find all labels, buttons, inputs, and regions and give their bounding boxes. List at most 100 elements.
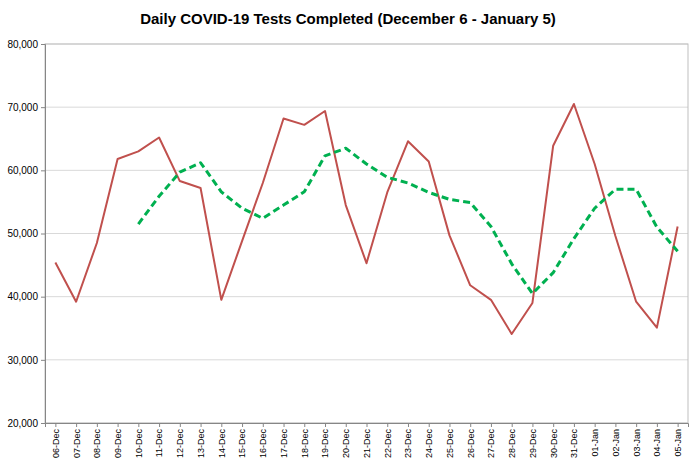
y-tick: 80,000	[7, 39, 45, 50]
x-tick: 08-Dec	[92, 423, 102, 458]
x-tick: 18-Dec	[300, 423, 310, 458]
x-tick-label: 15-Dec	[237, 429, 247, 459]
x-tick-mark	[221, 423, 222, 427]
x-tick-mark	[532, 423, 533, 427]
x-tick-mark	[367, 423, 368, 427]
x-tick: 19-Dec	[320, 423, 330, 458]
x-tick-label: 20-Dec	[341, 429, 351, 459]
x-tick-mark	[449, 423, 450, 427]
x-tick-mark	[636, 423, 637, 427]
title: Daily COVID-19 Tests Completed (December…	[140, 10, 556, 27]
x-tick: 20-Dec	[341, 423, 351, 458]
x-tick: 07-Dec	[71, 423, 81, 458]
x-tick-mark	[242, 423, 243, 427]
x-tick-label: 28-Dec	[507, 429, 517, 459]
y-tick-mark	[41, 44, 45, 45]
x-tick: 04-Jan	[652, 423, 662, 457]
x-tick-mark	[595, 423, 596, 427]
grid-line	[45, 170, 688, 171]
x-tick: 28-Dec	[507, 423, 517, 458]
x-tick-label: 18-Dec	[300, 429, 310, 459]
y-tick-label: 40,000	[7, 291, 38, 302]
y-tick-label: 60,000	[7, 165, 38, 176]
x-tick: 12-Dec	[175, 423, 185, 458]
x-tick-mark	[180, 423, 181, 427]
x-tick-label: 12-Dec	[175, 429, 185, 459]
x-tick-mark	[304, 423, 305, 427]
grid-line	[45, 233, 688, 234]
x-tick-label: 31-Dec	[569, 429, 579, 459]
x-tick: 01-Jan	[590, 423, 600, 457]
x-tick-mark	[408, 423, 409, 427]
y-axis-line	[41, 45, 46, 424]
x-tick-mark	[678, 423, 679, 427]
x-tick-label: 27-Dec	[486, 429, 496, 459]
x-tick-mark	[470, 423, 471, 427]
x-tick-label: 11-Dec	[154, 429, 164, 458]
plot-frame	[45, 44, 688, 423]
x-tick: 05-Jan	[673, 423, 683, 457]
x-tick-mark	[491, 423, 492, 427]
x-tick-label: 14-Dec	[217, 429, 227, 459]
x-tick-label: 07-Dec	[71, 429, 81, 459]
y-axis: 20,00030,00040,00050,00060,00070,00080,0…	[7, 39, 45, 429]
x-tick: 09-Dec	[113, 423, 123, 458]
x-tick-mark	[512, 423, 513, 427]
x-tick: 21-Dec	[362, 423, 372, 458]
x-tick-mark	[325, 423, 326, 427]
x-tick: 10-Dec	[134, 423, 144, 458]
x-tick-mark	[615, 423, 616, 427]
x-tick: 23-Dec	[403, 423, 413, 458]
x-tick-label: 06-Dec	[51, 429, 61, 459]
y-tick: 60,000	[7, 165, 45, 176]
x-tick-label: 19-Dec	[320, 429, 330, 459]
x-tick: 31-Dec	[569, 423, 579, 458]
x-tick: 17-Dec	[279, 423, 289, 458]
x-tick: 24-Dec	[424, 423, 434, 458]
y-tick-mark	[41, 360, 45, 361]
chart: Daily COVID-19 Tests Completed (December…	[0, 0, 696, 464]
x-tick-label: 24-Dec	[424, 429, 434, 459]
x-tick-label: 29-Dec	[528, 429, 538, 459]
x-tick-mark	[553, 423, 554, 427]
x-tick-mark	[159, 423, 160, 427]
x-tick-label: 05-Jan	[673, 429, 683, 457]
x-tick: 30-Dec	[549, 423, 559, 458]
x-tick-label: 17-Dec	[279, 429, 289, 459]
y-tick-label: 20,000	[7, 418, 38, 429]
x-tick-mark	[263, 423, 264, 427]
y-tick: 30,000	[7, 355, 45, 366]
x-tick-label: 21-Dec	[362, 429, 372, 459]
x-tick: 27-Dec	[486, 423, 496, 458]
x-tick-label: 22-Dec	[383, 429, 393, 459]
x-axis: 06-Dec 07-Dec 08-Dec 09-Dec 10-Dec 11-Dec 12-D…	[46, 423, 689, 458]
y-tick-mark	[41, 107, 45, 108]
series-line	[138, 148, 677, 293]
x-tick-label: 26-Dec	[466, 429, 476, 459]
x-tick: 02-Jan	[611, 423, 621, 457]
x-tick-label: 25-Dec	[445, 429, 455, 459]
x-tick-mark	[346, 423, 347, 427]
y-tick: 20,000	[7, 418, 45, 429]
x-tick: 16-Dec	[258, 423, 268, 458]
x-tick-label: 01-Jan	[590, 429, 600, 457]
grid-line	[45, 296, 688, 297]
x-tick-mark	[201, 423, 202, 427]
x-tick-mark	[76, 423, 77, 427]
y-tick-mark	[41, 234, 45, 235]
x-tick-mark	[97, 423, 98, 427]
x-tick-mark	[118, 423, 119, 427]
y-tick-mark	[41, 297, 45, 298]
x-tick-label: 10-Dec	[134, 429, 144, 459]
x-tick: 14-Dec	[217, 423, 227, 458]
x-tick: 15-Dec	[237, 423, 247, 458]
x-tick: 13-Dec	[196, 423, 206, 458]
x-tick: 26-Dec	[466, 423, 476, 458]
x-tick-label: 23-Dec	[403, 429, 413, 459]
grid-line	[45, 107, 688, 108]
x-tick-label: 02-Jan	[611, 429, 621, 457]
plot-area	[55, 104, 677, 334]
grid-line	[45, 359, 688, 360]
series-line	[55, 104, 677, 334]
x-tick-mark	[284, 423, 285, 427]
